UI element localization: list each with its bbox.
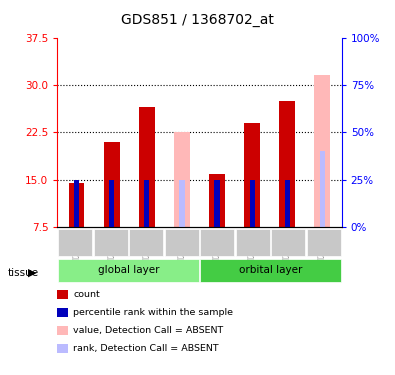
Bar [200,229,234,256]
Text: tissue: tissue [8,268,39,278]
Bar [271,229,305,256]
Bar [200,259,341,282]
Text: ▶: ▶ [28,268,37,278]
Bar [104,142,120,227]
Bar [320,151,325,227]
Bar [74,180,79,227]
Bar [314,75,330,227]
Bar [285,180,290,227]
Bar [174,132,190,227]
Bar [279,100,295,227]
Text: orbital layer: orbital layer [239,266,302,275]
Bar [214,180,220,227]
Bar [58,229,92,256]
Bar [250,180,255,227]
Text: global layer: global layer [98,266,159,275]
Bar [139,107,155,227]
Bar [244,123,260,227]
Text: percentile rank within the sample: percentile rank within the sample [73,308,233,317]
Bar [94,229,128,256]
Text: count: count [73,290,100,299]
Bar [144,180,149,227]
Bar [69,183,85,227]
Bar [165,229,199,256]
Bar [209,174,225,227]
Bar [109,180,114,227]
Bar [307,229,341,256]
Text: GDS851 / 1368702_at: GDS851 / 1368702_at [121,13,274,27]
Bar [58,259,199,282]
Text: value, Detection Call = ABSENT: value, Detection Call = ABSENT [73,326,223,335]
Bar [179,180,184,227]
Text: rank, Detection Call = ABSENT: rank, Detection Call = ABSENT [73,344,219,353]
Bar [129,229,163,256]
Bar [236,229,270,256]
